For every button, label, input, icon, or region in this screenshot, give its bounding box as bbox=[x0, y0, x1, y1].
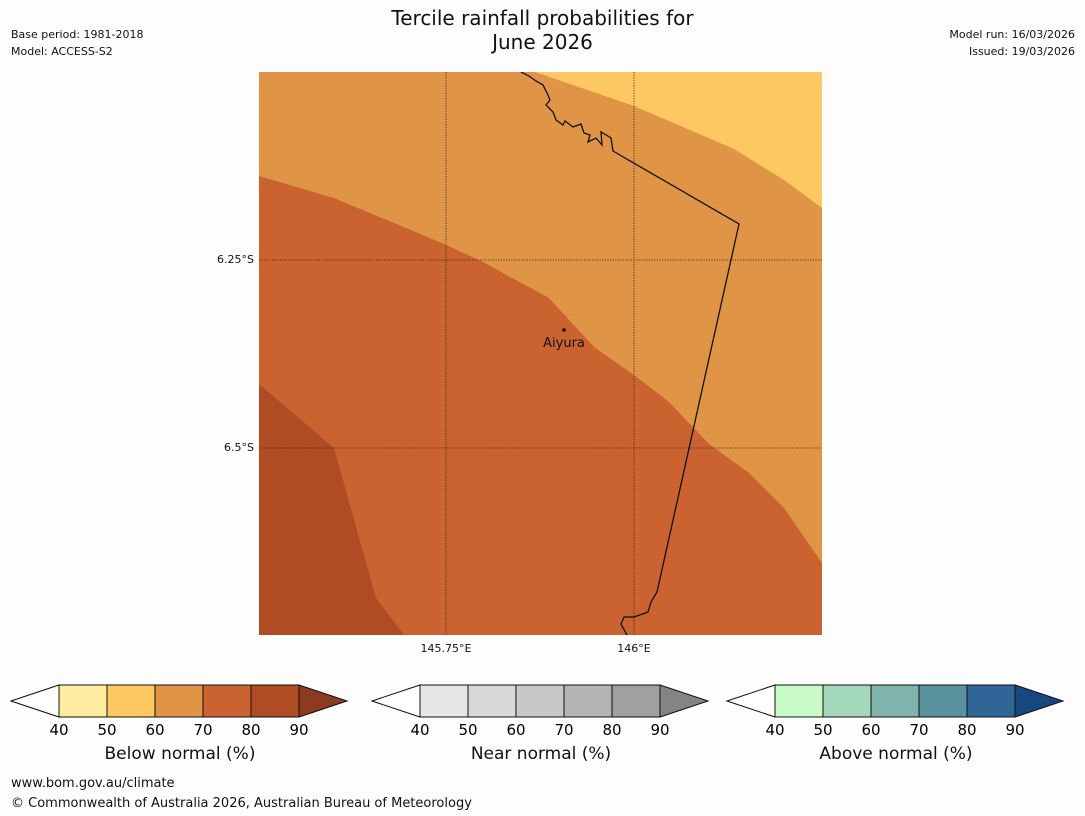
colorbar-segment bbox=[563, 684, 613, 718]
lon-label-145-75: 145.75°E bbox=[420, 642, 472, 655]
colorbar-tick-label: 80 bbox=[241, 721, 260, 739]
colorbar-below-normal: 40 50 60 70 80 90 Below normal (%) bbox=[9, 684, 350, 764]
colorbar-tick-label: 50 bbox=[813, 721, 832, 739]
colorbar-tick-label: 70 bbox=[193, 721, 212, 739]
colorbar-segment bbox=[106, 684, 156, 718]
lon-label-146: 146°E bbox=[617, 642, 651, 655]
colorbar-segment bbox=[918, 684, 968, 718]
model-run: Model run: 16/03/2026 bbox=[949, 28, 1075, 41]
footer-url[interactable]: www.bom.gov.au/climate bbox=[11, 776, 175, 791]
colorbar-segment bbox=[822, 684, 872, 718]
colorbar-tick-label: 60 bbox=[145, 721, 164, 739]
colorbar-above-normal: 40 50 60 70 80 90 Above normal (%) bbox=[725, 684, 1066, 764]
colorbar-tick-label: 60 bbox=[506, 721, 525, 739]
over-range-arrow bbox=[1014, 684, 1065, 718]
colorbar-above-title: Above normal (%) bbox=[819, 744, 973, 764]
colorbar-below-svg: 40 50 60 70 80 90 bbox=[9, 684, 349, 739]
colorbar-tick-label: 70 bbox=[909, 721, 928, 739]
meta-right: Model run: 16/03/2026 Issued: 19/03/2026 bbox=[949, 26, 1075, 60]
over-range-arrow bbox=[659, 684, 710, 718]
under-range-arrow bbox=[9, 684, 60, 718]
colorbar-tick-label: 40 bbox=[49, 721, 68, 739]
rainfall-map bbox=[259, 72, 822, 635]
place-label-aiyura: Aiyura bbox=[543, 336, 585, 351]
colorbar-segment bbox=[58, 684, 108, 718]
colorbar-below-title: Below normal (%) bbox=[104, 744, 256, 764]
province-boundary bbox=[520, 72, 740, 635]
lat-label-6-5: 6.5°S bbox=[224, 441, 254, 454]
aiyura-marker bbox=[562, 328, 566, 332]
footer-copyright: © Commonwealth of Australia 2026, Austra… bbox=[11, 796, 472, 811]
colorbar-tick-label: 40 bbox=[765, 721, 784, 739]
colorbar-near-svg: 40 50 60 70 80 90 bbox=[370, 684, 710, 739]
colorbar-near-normal: 40 50 60 70 80 90 Near normal (%) bbox=[370, 684, 711, 764]
colorbar-segment bbox=[154, 684, 204, 718]
colorbar-tick-label: 40 bbox=[410, 721, 429, 739]
graticule bbox=[259, 72, 822, 635]
footer: www.bom.gov.au/climate © Commonwealth of… bbox=[11, 774, 472, 814]
title-line-1: Tercile rainfall probabilities for bbox=[391, 6, 694, 30]
colorbar-above-svg: 40 50 60 70 80 90 bbox=[725, 684, 1065, 739]
colorbar-near-title: Near normal (%) bbox=[470, 744, 612, 764]
chart-title: Tercile rainfall probabilities for June … bbox=[0, 6, 1085, 54]
zone-40-50 bbox=[535, 72, 822, 208]
colorbar-tick-label: 80 bbox=[602, 721, 621, 739]
colorbar-tick-label: 80 bbox=[957, 721, 976, 739]
colorbar-tick-label: 50 bbox=[458, 721, 477, 739]
base-period: Base period: 1981-2018 bbox=[11, 28, 144, 41]
issued-date: Issued: 19/03/2026 bbox=[968, 45, 1075, 58]
colorbar-tick-label: 60 bbox=[861, 721, 880, 739]
colorbar-segment bbox=[467, 684, 517, 718]
colorbar-segment bbox=[870, 684, 920, 718]
under-range-arrow bbox=[725, 684, 776, 718]
colorbar-tick-label: 90 bbox=[289, 721, 308, 739]
over-range-arrow bbox=[298, 684, 349, 718]
colorbar-segment bbox=[611, 684, 661, 718]
title-line-2: June 2026 bbox=[492, 30, 593, 54]
model-name: Model: ACCESS-S2 bbox=[11, 45, 113, 58]
colorbar-segment bbox=[250, 684, 300, 718]
zone-70-80 bbox=[259, 384, 404, 635]
lat-label-6-25: 6.25°S bbox=[217, 253, 254, 266]
colorbar-tick-label: 90 bbox=[650, 721, 669, 739]
colorbar-segment bbox=[966, 684, 1016, 718]
zone-60-70 bbox=[259, 176, 822, 635]
colorbar-segment bbox=[202, 684, 252, 718]
colorbar-segment bbox=[774, 684, 824, 718]
under-range-arrow bbox=[370, 684, 421, 718]
colorbar-tick-label: 90 bbox=[1005, 721, 1024, 739]
colorbar-tick-label: 70 bbox=[554, 721, 573, 739]
colorbar-segment bbox=[419, 684, 469, 718]
colorbar-tick-label: 50 bbox=[97, 721, 116, 739]
colorbar-segment bbox=[515, 684, 565, 718]
meta-left: Base period: 1981-2018 Model: ACCESS-S2 bbox=[11, 26, 143, 60]
